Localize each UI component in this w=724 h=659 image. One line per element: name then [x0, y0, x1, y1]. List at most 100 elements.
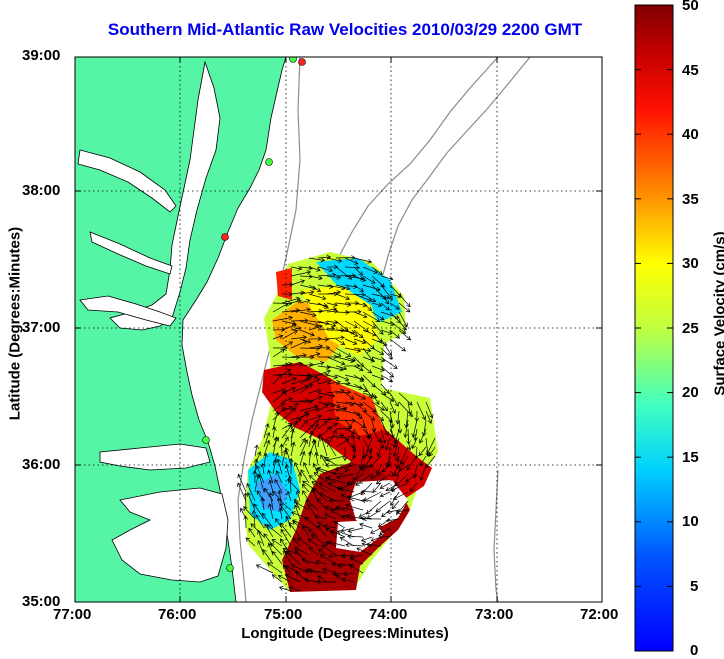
velocity-vector — [425, 410, 432, 424]
velocity-vector — [335, 374, 349, 381]
velocity-vector-head — [281, 387, 286, 393]
velocity-vector-head — [309, 424, 314, 429]
velocity-vector-head — [302, 461, 308, 467]
velocity-vector — [317, 302, 329, 309]
velocity-vector-head — [345, 310, 350, 315]
radar-station-marker — [221, 233, 229, 241]
velocity-vector-head — [342, 407, 347, 413]
velocity-vector — [335, 391, 351, 394]
velocity-vector — [341, 494, 355, 502]
velocity-vector — [267, 562, 283, 574]
velocity-vector — [344, 419, 352, 428]
velocity-vector — [329, 500, 346, 502]
velocity-vector-head — [360, 423, 366, 428]
velocity-vector-head — [349, 395, 355, 400]
velocity-vector — [305, 569, 319, 574]
velocity-vector-head — [294, 501, 300, 506]
velocity-vector-head — [336, 403, 341, 409]
velocity-vector — [362, 543, 373, 547]
velocity-vector-head — [284, 463, 290, 469]
velocity-vector-head — [318, 492, 324, 497]
velocity-vector — [254, 473, 259, 493]
y-axis-label: Latitude (Degrees:Minutes) — [6, 226, 24, 421]
velocity-vector — [362, 347, 373, 362]
velocity-vector-head — [407, 446, 412, 451]
velocity-vector-head — [292, 537, 298, 543]
velocity-vector-head — [328, 267, 334, 273]
velocity-vector-head — [343, 571, 348, 577]
velocity-vector — [277, 459, 283, 475]
velocity-vector — [419, 455, 427, 466]
velocity-vector — [290, 413, 310, 421]
velocity-vector — [281, 309, 300, 313]
velocity-vector-head — [389, 397, 395, 402]
velocity-vector — [326, 302, 338, 306]
velocity-vector — [371, 410, 384, 421]
velocity-vector — [272, 374, 282, 385]
velocity-vector-head — [312, 462, 318, 468]
velocity-vector — [380, 437, 383, 449]
velocity-vector-head — [340, 528, 345, 533]
velocity-vector-head — [315, 378, 320, 383]
velocity-vector — [389, 302, 400, 310]
velocity-vector — [426, 437, 436, 455]
velocity-vector — [361, 536, 373, 542]
velocity-vector — [319, 492, 337, 502]
velocity-vector-head — [335, 574, 340, 579]
velocity-vector — [248, 528, 256, 538]
map-grid — [75, 57, 602, 602]
velocity-vector-head — [377, 522, 383, 528]
velocity-vector-head — [332, 571, 337, 577]
velocity-vector — [302, 490, 310, 502]
velocity-vector-head — [336, 486, 341, 491]
velocity-vector — [288, 586, 301, 592]
velocity-vector-head — [408, 401, 413, 406]
velocity-vector-head — [276, 458, 282, 464]
velocity-vector-head — [250, 523, 255, 528]
velocity-vector — [281, 406, 293, 412]
velocity-vector-head — [411, 444, 416, 450]
velocity-vector-head — [336, 530, 342, 535]
velocity-vector — [272, 574, 283, 583]
velocity-vector — [294, 549, 310, 565]
velocity-vector — [392, 500, 400, 509]
velocity-vector-head — [284, 436, 289, 442]
velocity-vector — [362, 410, 375, 421]
velocity-vector-head — [327, 540, 332, 545]
velocity-vector — [281, 320, 296, 325]
velocity-vector — [290, 320, 309, 322]
velocity-vector-head — [316, 267, 321, 272]
velocity-vector-head — [239, 507, 245, 513]
velocity-vector-head — [263, 452, 268, 458]
velocity-vector-head — [345, 285, 351, 291]
velocity-vector — [405, 473, 418, 482]
velocity-vector-head — [325, 345, 331, 351]
velocity-vector-head — [292, 377, 297, 382]
velocity-vector — [353, 365, 364, 371]
velocity-vector-head — [316, 498, 322, 503]
velocity-vector-head — [403, 322, 408, 328]
colorbar-ticks — [635, 4, 673, 652]
velocity-vector — [362, 401, 377, 413]
velocity-vector-head — [324, 337, 329, 342]
velocity-vector — [353, 410, 363, 419]
velocity-vector-head — [325, 527, 331, 533]
velocity-vector-head — [312, 487, 318, 492]
velocity-vector — [359, 523, 373, 529]
velocity-vector-head — [318, 482, 323, 487]
velocity-vector — [279, 508, 283, 520]
velocity-vector — [270, 543, 283, 556]
velocity-vector — [272, 452, 279, 466]
velocity-vector — [317, 320, 336, 327]
velocity-vector — [353, 464, 364, 481]
velocity-vector-head — [253, 458, 259, 463]
velocity-vector — [353, 419, 365, 428]
velocity-vector-head — [295, 571, 300, 576]
velocity-vector — [308, 310, 323, 313]
velocity-vector-head — [277, 574, 283, 579]
velocity-vector-head — [322, 567, 327, 573]
velocity-vector-head — [421, 431, 427, 437]
velocity-vector-head — [367, 433, 372, 438]
velocity-vector — [256, 465, 265, 484]
velocity-vector — [308, 275, 323, 279]
